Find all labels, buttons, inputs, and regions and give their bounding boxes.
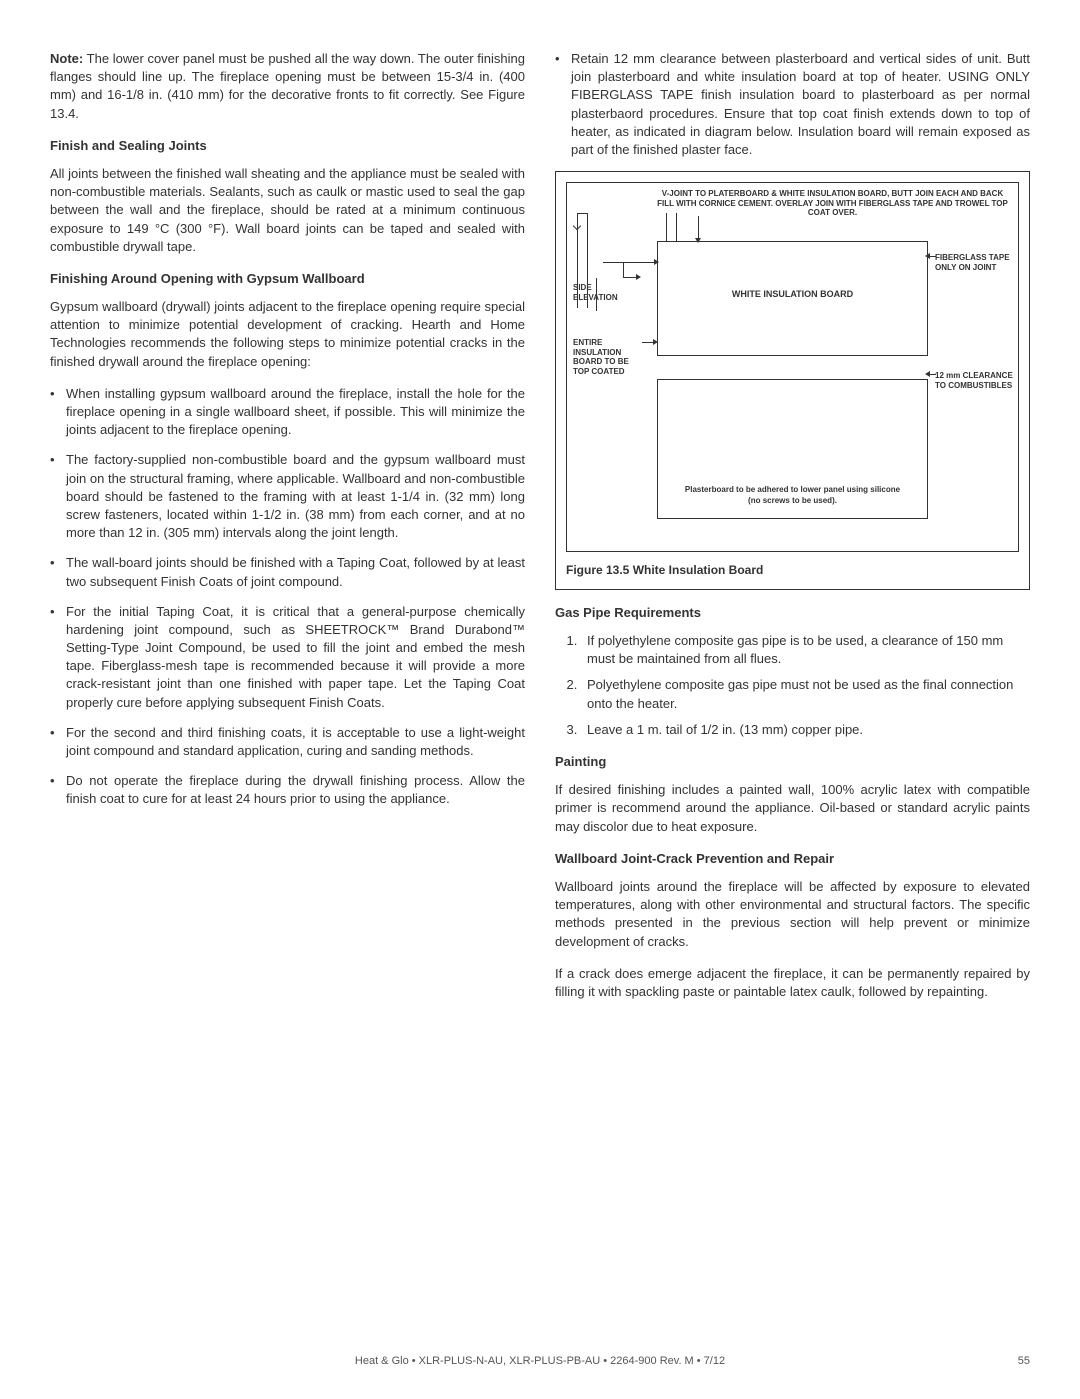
figure-caption: Figure 13.5 White Insulation Board [566,562,1019,579]
heading-crack-prevention: Wallboard Joint-Crack Prevention and Rep… [555,850,1030,868]
diagram-insulation: V-JOINT TO PLATERBOARD & WHITE INSULATIO… [566,182,1019,552]
heading-painting: Painting [555,753,1030,771]
heading-finish-sealing: Finish and Sealing Joints [50,137,525,155]
list-item: The factory-supplied non-combustible boa… [50,451,525,542]
list-item: Polyethylene composite gas pipe must not… [581,676,1030,712]
list-item: If polyethylene composite gas pipe is to… [581,632,1030,668]
figure-13-5: V-JOINT TO PLATERBOARD & WHITE INSULATIO… [555,171,1030,590]
para-crack-1: Wallboard joints around the fireplace wi… [555,878,1030,951]
para-finish-sealing: All joints between the finished wall she… [50,165,525,256]
heading-finishing-opening: Finishing Around Opening with Gypsum Wal… [50,270,525,288]
white-insulation-label: WHITE INSULATION BOARD [732,288,853,301]
diagram-top-note: V-JOINT TO PLATERBOARD & WHITE INSULATIO… [657,189,1008,218]
plasterboard-note: Plasterboard to be adhered to lower pane… [685,484,900,506]
vjoint-lines [662,213,692,243]
note-paragraph: Note: The lower cover panel must be push… [50,50,525,123]
clearance-label: 12 mm CLEARANCETO COMBUSTIBLES [935,371,1013,390]
bullet-list-clearance: Retain 12 mm clearance between plasterbo… [555,50,1030,159]
list-item: Leave a 1 m. tail of 1/2 in. (13 mm) cop… [581,721,1030,739]
fiberglass-tape-label: FIBERGLASS TAPEONLY ON JOINT [935,253,1013,272]
bullet-list-finishing: When installing gypsum wallboard around … [50,385,525,809]
note-label: Note: [50,51,83,66]
left-column: Note: The lower cover panel must be push… [50,50,525,1015]
gas-pipe-list: If polyethylene composite gas pipe is to… [555,632,1030,739]
page-number: 55 [1018,1354,1030,1369]
para-crack-2: If a crack does emerge adjacent the fire… [555,965,1030,1001]
right-column: Retain 12 mm clearance between plasterbo… [555,50,1030,1015]
list-item: When installing gypsum wallboard around … [50,385,525,440]
list-item: For the initial Taping Coat, it is criti… [50,603,525,712]
para-painting: If desired finishing includes a painted … [555,781,1030,836]
entire-insulation-label: ENTIRE INSULATIONBOARD TO BETOP COATED [573,338,648,376]
note-text: The lower cover panel must be pushed all… [50,51,525,121]
list-item: Retain 12 mm clearance between plasterbo… [555,50,1030,159]
list-item: For the second and third finishing coats… [50,724,525,760]
footer-text: Heat & Glo • XLR-PLUS-N-AU, XLR-PLUS-PB-… [50,1354,1030,1369]
lower-plasterboard: Plasterboard to be adhered to lower pane… [657,379,928,519]
list-item: Do not operate the fireplace during the … [50,772,525,808]
page-footer: Heat & Glo • XLR-PLUS-N-AU, XLR-PLUS-PB-… [50,1354,1030,1369]
list-item: The wall-board joints should be finished… [50,554,525,590]
heading-gas-pipe: Gas Pipe Requirements [555,604,1030,622]
para-finishing-opening: Gypsum wallboard (drywall) joints adjace… [50,298,525,371]
